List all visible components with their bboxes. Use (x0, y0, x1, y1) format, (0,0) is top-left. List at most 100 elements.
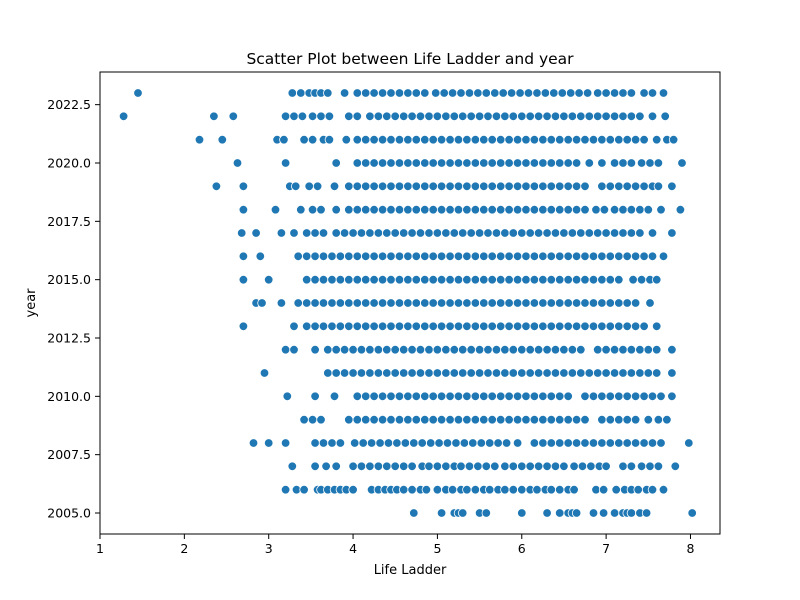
data-point (323, 345, 333, 355)
data-point (504, 181, 514, 192)
data-point (614, 321, 624, 332)
data-point (481, 88, 492, 98)
data-point (428, 391, 438, 402)
data-point (264, 438, 274, 448)
data-point (449, 228, 460, 238)
data-point (504, 321, 514, 332)
data-point (597, 321, 607, 332)
data-point (456, 461, 466, 472)
data-point (289, 228, 299, 238)
data-point (339, 368, 350, 378)
data-point (392, 438, 402, 448)
data-point (538, 181, 548, 192)
data-point (538, 391, 548, 402)
data-point (598, 485, 609, 495)
data-point (630, 438, 641, 448)
data-point (432, 345, 443, 355)
data-point (609, 368, 620, 378)
data-point (327, 438, 337, 448)
data-point (555, 275, 565, 285)
data-point (563, 438, 573, 448)
data-point (550, 111, 561, 122)
data-point (647, 228, 658, 238)
data-point (479, 158, 489, 168)
data-point (365, 368, 375, 378)
data-point (479, 321, 489, 332)
data-point (318, 251, 329, 261)
data-point (487, 298, 497, 308)
data-point (487, 134, 497, 145)
data-point (529, 158, 540, 168)
data-point (487, 415, 497, 425)
data-point (436, 508, 447, 518)
data-point (348, 461, 358, 472)
data-point (307, 204, 318, 215)
data-point (555, 181, 565, 192)
data-point (521, 181, 531, 192)
data-point (383, 438, 394, 448)
data-point (653, 461, 664, 472)
x-axis-ticks: 1 2 3 4 5 6 7 8 (96, 534, 694, 556)
data-point (331, 158, 341, 168)
data-point (420, 251, 430, 261)
data-point (630, 251, 641, 261)
axes-frame (99, 71, 721, 535)
data-point (312, 181, 323, 192)
data-point (614, 181, 624, 192)
data-point (445, 298, 455, 308)
data-point (386, 181, 396, 192)
data-point (474, 111, 485, 122)
data-point (453, 298, 464, 308)
data-point (289, 111, 299, 122)
data-point (361, 275, 371, 285)
data-point (428, 415, 438, 425)
data-point (335, 298, 346, 308)
data-point (304, 181, 314, 192)
data-point (580, 415, 590, 425)
data-point (399, 461, 409, 472)
x-tick-label: 2 (180, 541, 188, 556)
data-point (318, 275, 329, 285)
data-point (639, 251, 649, 261)
data-point (517, 485, 527, 495)
data-point (533, 228, 544, 238)
data-point (487, 251, 497, 261)
data-point (563, 204, 573, 215)
data-point (420, 298, 430, 308)
data-point (667, 391, 677, 402)
data-point (639, 321, 649, 332)
data-point (555, 415, 565, 425)
data-point (318, 438, 329, 448)
data-point (550, 368, 561, 378)
data-point (447, 485, 458, 495)
data-point (675, 204, 686, 215)
data-point (555, 508, 565, 518)
y-axis-label: year (24, 288, 39, 318)
data-point (653, 181, 664, 192)
data-point (348, 345, 358, 355)
data-point (529, 298, 540, 308)
data-point (382, 111, 392, 122)
data-point (473, 88, 483, 98)
data-point (428, 181, 438, 192)
data-point (390, 345, 400, 355)
data-point (323, 368, 333, 378)
data-point (470, 485, 481, 495)
data-point (394, 275, 405, 285)
data-point (601, 345, 611, 355)
data-point (487, 158, 497, 168)
data-point (462, 134, 472, 145)
data-point (310, 321, 320, 332)
y-axis-ticks: 2005.0 2007.5 2010.0 2012.5 2015.0 2017.5 2020… (47, 97, 100, 521)
data-point (582, 88, 593, 98)
data-point (491, 111, 502, 122)
data-point (238, 321, 249, 332)
data-point (487, 204, 497, 215)
data-point (529, 134, 540, 145)
data-point (409, 438, 419, 448)
data-point (365, 228, 375, 238)
data-point (318, 298, 329, 308)
data-point (386, 391, 396, 402)
data-point (525, 228, 535, 238)
data-point (411, 204, 422, 215)
